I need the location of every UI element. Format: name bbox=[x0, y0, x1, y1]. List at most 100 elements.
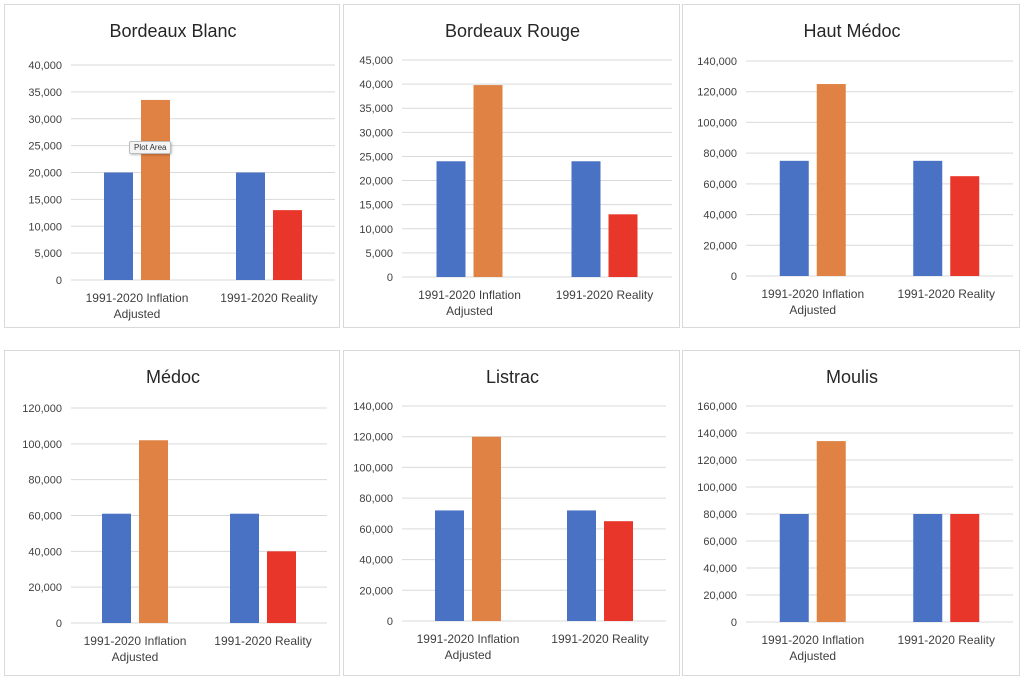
y-tick-label: 10,000 bbox=[359, 224, 393, 236]
chart-svg: Médoc 0 20,000 40,000 60,000 80,000 100,000 120… bbox=[22, 367, 327, 664]
bar-price-inflation-adjusted[interactable] bbox=[139, 440, 168, 623]
bar-baseline-reality[interactable] bbox=[230, 513, 259, 623]
bar-price-inflation-adjusted[interactable] bbox=[473, 85, 503, 277]
bar-baseline-reality[interactable] bbox=[567, 510, 596, 621]
bar-price-reality[interactable] bbox=[604, 521, 633, 621]
bar-baseline-inflation-adjusted[interactable] bbox=[435, 510, 464, 621]
y-tick-label: 35,000 bbox=[28, 87, 62, 99]
y-tick-label: 60,000 bbox=[359, 524, 393, 536]
y-tick-label: 0 bbox=[387, 616, 393, 628]
bar-price-inflation-adjusted[interactable] bbox=[816, 84, 846, 277]
chart-svg: Haut Médoc 0 20,000 40,000 60,000 80,000 100,0… bbox=[697, 21, 1013, 317]
plot-area-tooltip: Plot Area bbox=[129, 141, 172, 154]
y-tick-label: 140,000 bbox=[353, 401, 393, 413]
y-tick-label: 15,000 bbox=[28, 194, 62, 206]
x-category-label: 1991-2020 Reality bbox=[551, 632, 648, 646]
y-tick-label: 0 bbox=[731, 617, 737, 629]
x-category-label: Adjusted bbox=[789, 303, 836, 317]
y-tick-label: 0 bbox=[731, 271, 737, 283]
bar-price-reality[interactable] bbox=[267, 551, 296, 623]
y-tick-label: 30,000 bbox=[359, 127, 393, 139]
y-tick-label: 120,000 bbox=[22, 403, 62, 415]
y-tick-label: 10,000 bbox=[28, 221, 62, 233]
chart-panel-bordeaux-blanc[interactable]: Bordeaux Blanc 0 5,000 10,000 15,000 20,000 25… bbox=[4, 4, 340, 328]
x-category-label: 1991-2020 Reality bbox=[898, 633, 995, 647]
chart-title: Haut Médoc bbox=[803, 21, 900, 41]
y-tick-label: 15,000 bbox=[359, 200, 393, 212]
bar-baseline-reality[interactable] bbox=[913, 160, 943, 276]
y-tick-label: 40,000 bbox=[703, 563, 737, 575]
y-tick-label: 80,000 bbox=[28, 475, 62, 487]
x-category-label: Adjusted bbox=[112, 650, 159, 664]
bar-price-reality[interactable] bbox=[950, 176, 980, 276]
chart-panel-haut-medoc[interactable]: Haut Médoc 0 20,000 40,000 60,000 80,000 100,0… bbox=[682, 4, 1020, 328]
chart-panel-moulis[interactable]: Moulis 0 20,000 40,000 60,000 80,000 100,000 12… bbox=[682, 350, 1020, 676]
y-tick-label: 40,000 bbox=[359, 79, 393, 91]
y-tick-label: 20,000 bbox=[359, 585, 393, 597]
chart-panel-medoc[interactable]: Médoc 0 20,000 40,000 60,000 80,000 100,000 120… bbox=[4, 350, 340, 676]
y-tick-label: 25,000 bbox=[28, 141, 62, 153]
y-tick-label: 25,000 bbox=[359, 151, 393, 163]
y-tick-label: 120,000 bbox=[697, 87, 737, 99]
x-category-label: 1991-2020 Reality bbox=[214, 634, 311, 648]
chart-svg: Moulis 0 20,000 40,000 60,000 80,000 100,000 12… bbox=[697, 367, 1013, 663]
x-category-label: 1991-2020 Reality bbox=[220, 291, 317, 305]
y-tick-label: 40,000 bbox=[703, 210, 737, 222]
x-category-label: 1991-2020 Inflation bbox=[418, 288, 521, 302]
x-category-label: 1991-2020 Inflation bbox=[84, 634, 187, 648]
y-tick-label: 40,000 bbox=[28, 60, 62, 72]
y-tick-label: 40,000 bbox=[28, 546, 62, 558]
y-tick-label: 120,000 bbox=[353, 432, 393, 444]
y-tick-label: 100,000 bbox=[353, 462, 393, 474]
y-tick-label: 60,000 bbox=[28, 511, 62, 523]
y-tick-label: 80,000 bbox=[703, 148, 737, 160]
y-tick-label: 20,000 bbox=[703, 590, 737, 602]
y-tick-label: 100,000 bbox=[22, 439, 62, 451]
y-tick-label: 100,000 bbox=[697, 482, 737, 494]
bar-baseline-inflation-adjusted[interactable] bbox=[779, 160, 809, 276]
x-category-label: 1991-2020 Inflation bbox=[86, 291, 189, 305]
x-category-label: 1991-2020 Inflation bbox=[761, 287, 864, 301]
bar-baseline-reality[interactable] bbox=[913, 514, 943, 622]
y-tick-label: 45,000 bbox=[359, 55, 393, 67]
y-tick-label: 160,000 bbox=[697, 401, 737, 413]
y-tick-label: 40,000 bbox=[359, 555, 393, 567]
chart-title: Bordeaux Blanc bbox=[109, 21, 236, 41]
x-category-label: 1991-2020 Inflation bbox=[417, 632, 520, 646]
y-tick-label: 5,000 bbox=[34, 248, 62, 260]
chart-svg: Bordeaux Blanc 0 5,000 10,000 15,000 20,000 25… bbox=[28, 21, 335, 321]
bar-price-inflation-adjusted[interactable] bbox=[816, 441, 846, 622]
y-tick-label: 100,000 bbox=[697, 117, 737, 129]
bar-baseline-inflation-adjusted[interactable] bbox=[104, 172, 133, 281]
chart-svg: Listrac 0 20,000 40,000 60,000 80,000 100,000 1… bbox=[353, 367, 666, 662]
bar-price-reality[interactable] bbox=[608, 214, 638, 277]
bar-baseline-reality[interactable] bbox=[571, 161, 601, 277]
x-category-label: 1991-2020 Reality bbox=[898, 287, 995, 301]
bar-price-inflation-adjusted[interactable] bbox=[472, 436, 501, 621]
y-tick-label: 0 bbox=[56, 618, 62, 630]
bar-baseline-reality[interactable] bbox=[236, 172, 265, 281]
y-tick-label: 20,000 bbox=[28, 582, 62, 594]
x-category-label: Adjusted bbox=[446, 304, 493, 318]
bar-price-reality[interactable] bbox=[950, 514, 980, 622]
chart-svg: Bordeaux Rouge 0 5,000 10,000 15,000 20,000 25… bbox=[359, 21, 672, 318]
y-tick-label: 30,000 bbox=[28, 114, 62, 126]
y-tick-label: 35,000 bbox=[359, 103, 393, 115]
x-category-label: Adjusted bbox=[114, 307, 161, 321]
chart-panel-bordeaux-rouge[interactable]: Bordeaux Rouge 0 5,000 10,000 15,000 20,000 25… bbox=[343, 4, 680, 328]
x-category-label: 1991-2020 Inflation bbox=[761, 633, 864, 647]
chart-title: Listrac bbox=[486, 367, 539, 387]
bar-baseline-inflation-adjusted[interactable] bbox=[436, 161, 466, 277]
bar-price-inflation-adjusted[interactable] bbox=[141, 99, 170, 280]
x-category-label: 1991-2020 Reality bbox=[556, 288, 653, 302]
y-tick-label: 140,000 bbox=[697, 428, 737, 440]
bar-price-reality[interactable] bbox=[273, 210, 302, 280]
bar-baseline-inflation-adjusted[interactable] bbox=[102, 513, 131, 623]
chart-panel-listrac[interactable]: Listrac 0 20,000 40,000 60,000 80,000 100,000 1… bbox=[343, 350, 680, 676]
x-category-label: Adjusted bbox=[445, 648, 492, 662]
y-tick-label: 0 bbox=[387, 272, 393, 284]
y-tick-label: 20,000 bbox=[28, 168, 62, 180]
bar-baseline-inflation-adjusted[interactable] bbox=[779, 514, 809, 622]
y-tick-label: 80,000 bbox=[703, 509, 737, 521]
chart-title: Médoc bbox=[146, 367, 200, 387]
